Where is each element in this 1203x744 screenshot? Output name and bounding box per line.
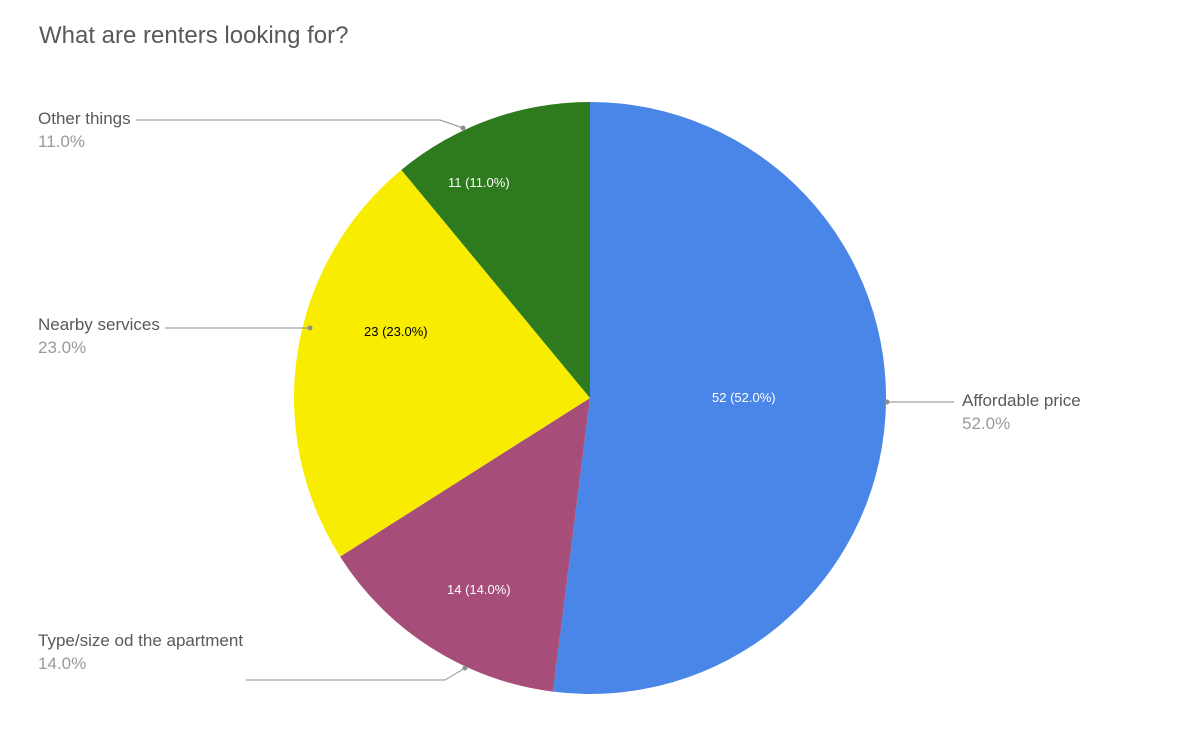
slice-external-label: Affordable price52.0% bbox=[962, 390, 1081, 436]
slice-external-label: Nearby services23.0% bbox=[38, 314, 160, 360]
slice-external-label: Other things11.0% bbox=[38, 108, 131, 154]
leader-line bbox=[136, 120, 463, 128]
leader-dot bbox=[308, 326, 313, 331]
chart-container: What are renters looking for? 52 (52.0%)… bbox=[0, 0, 1203, 744]
slice-value-label: 52 (52.0%) bbox=[712, 390, 776, 405]
slice-percent: 14.0% bbox=[38, 653, 243, 676]
slice-name: Nearby services bbox=[38, 314, 160, 337]
leader-dot bbox=[885, 400, 890, 405]
leader-line bbox=[246, 668, 465, 680]
slice-external-label: Type/size od the apartment14.0% bbox=[38, 630, 243, 676]
slice-name: Affordable price bbox=[962, 390, 1081, 413]
slice-percent: 11.0% bbox=[38, 131, 131, 154]
slice-name: Other things bbox=[38, 108, 131, 131]
slice-percent: 52.0% bbox=[962, 413, 1081, 436]
slice-name: Type/size od the apartment bbox=[38, 630, 243, 653]
slice-percent: 23.0% bbox=[38, 337, 160, 360]
leader-dot bbox=[463, 666, 468, 671]
slice-value-label: 23 (23.0%) bbox=[364, 324, 428, 339]
slice-value-label: 11 (11.0%) bbox=[448, 175, 510, 190]
slice-value-label: 14 (14.0%) bbox=[447, 582, 511, 597]
leader-dot bbox=[461, 126, 466, 131]
